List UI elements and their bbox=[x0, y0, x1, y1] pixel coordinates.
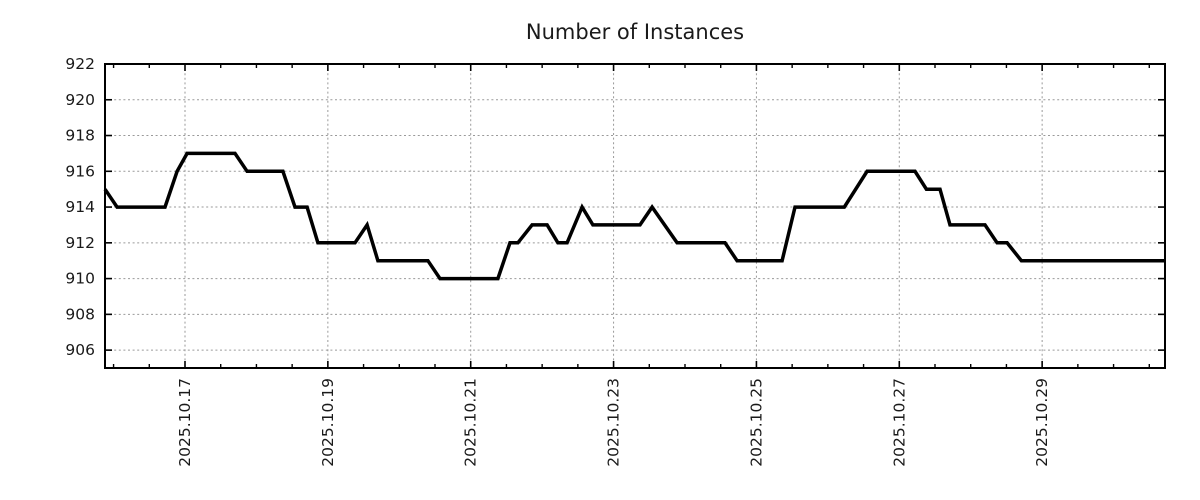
y-tick-label: 916 bbox=[65, 162, 95, 180]
y-tick-label: 906 bbox=[65, 341, 95, 359]
y-tick-label: 922 bbox=[65, 55, 95, 73]
x-tick-label: 2025.10.17 bbox=[176, 378, 194, 467]
y-tick-label: 908 bbox=[65, 305, 95, 323]
y-tick-label: 914 bbox=[65, 198, 95, 216]
y-tick-label: 918 bbox=[65, 127, 95, 145]
y-tick-label: 910 bbox=[65, 270, 95, 288]
chart-title: Number of Instances bbox=[526, 20, 744, 44]
y-tick-label: 912 bbox=[65, 234, 95, 252]
x-tick-label: 2025.10.27 bbox=[890, 378, 908, 467]
grid bbox=[105, 64, 1165, 368]
data-series bbox=[103, 151, 1165, 281]
x-tick-label: 2025.10.29 bbox=[1033, 378, 1051, 467]
plot-area-border bbox=[104, 63, 1166, 369]
plot-border bbox=[104, 63, 1166, 369]
x-tick-label: 2025.10.21 bbox=[462, 378, 480, 467]
x-tick-label: 2025.10.23 bbox=[605, 378, 623, 467]
data-line bbox=[103, 151, 1165, 281]
y-tick-label: 920 bbox=[65, 91, 95, 109]
x-tick-label: 2025.10.19 bbox=[319, 378, 337, 467]
tick-labels: 906 908 910 912 914 916 918 920 922 2025.10.17 202… bbox=[65, 55, 1051, 467]
axis-ticks bbox=[105, 63, 1165, 368]
x-tick-label: 2025.10.25 bbox=[747, 378, 765, 467]
